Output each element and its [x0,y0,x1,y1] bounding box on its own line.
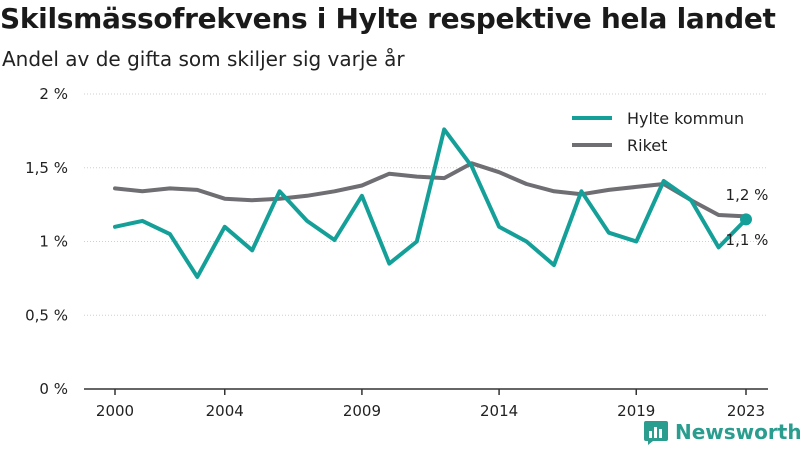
riket-end-label: 1,2 % [726,186,769,204]
x-tick-label: 2014 [480,402,518,420]
bar-chart-logo-icon [644,421,668,445]
x-tick-label: 2023 [727,402,765,420]
hylte-end-label: 1,1 % [726,231,769,249]
x-tick-label: 2000 [96,402,134,420]
series-line-hylte [113,127,748,279]
x-tick-label: 2019 [617,402,655,420]
legend-label: Hylte kommun [627,109,744,128]
legend-label: Riket [627,136,667,155]
newsworthy-brand: Newsworthy [643,419,800,445]
y-tick-label: 2 % [39,85,68,103]
brand-name: Newsworthy [675,420,800,444]
chart-title: Skilsmässofrekvens i Hylte respektive he… [0,2,776,35]
hylte-end-point [740,213,752,226]
y-tick-label: 0 % [39,380,68,398]
y-tick-label: 0,5 % [25,306,68,324]
x-tick-label: 2009 [343,402,381,420]
chart-subtitle: Andel av de gifta som skiljer sig varje … [2,47,405,71]
y-tick-label: 1 % [39,233,68,251]
y-tick-label: 1,5 % [25,159,68,177]
x-tick-label: 2004 [206,402,244,420]
